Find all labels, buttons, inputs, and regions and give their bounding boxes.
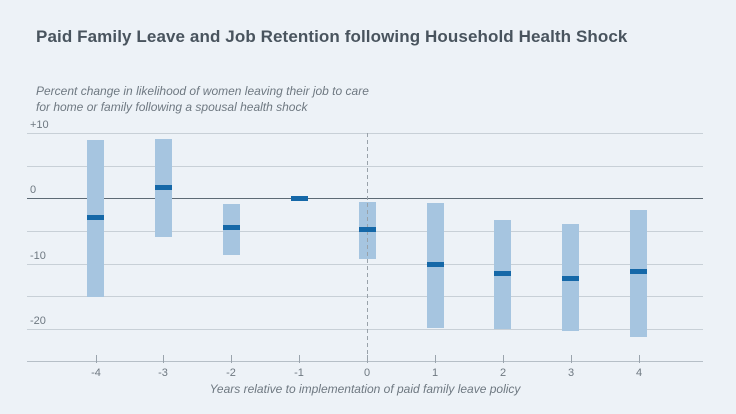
gridline xyxy=(27,264,703,265)
gridline xyxy=(27,296,703,297)
x-tick-label: -3 xyxy=(158,367,168,379)
y-tick-label: +10 xyxy=(30,119,49,131)
point-estimate-marker xyxy=(155,185,172,190)
plot-area: +10 0 -10 -20 -4 -3 -2 -1 0 1 2 3 4 xyxy=(27,119,703,379)
x-axis-line xyxy=(27,361,703,362)
x-axis-tick xyxy=(231,355,232,363)
chart-title: Paid Family Leave and Job Retention foll… xyxy=(36,27,628,46)
x-tick-label: -2 xyxy=(226,367,236,379)
x-axis-tick xyxy=(299,355,300,363)
x-axis-tick xyxy=(435,355,436,363)
x-axis-tick xyxy=(639,355,640,363)
point-estimate-marker xyxy=(427,262,444,267)
point-estimate-marker xyxy=(562,276,579,281)
point-estimate-marker xyxy=(223,225,240,230)
gridline xyxy=(27,329,703,330)
point-estimate-marker xyxy=(359,227,376,232)
point-estimate-marker xyxy=(87,215,104,220)
chart-subtitle-line-1: Percent change in likelihood of women le… xyxy=(36,84,369,98)
x-axis-tick xyxy=(96,355,97,363)
x-axis-tick xyxy=(163,355,164,363)
y-tick-label: -10 xyxy=(30,250,46,262)
policy-implementation-reference-line xyxy=(367,133,368,361)
x-tick-label: -1 xyxy=(294,367,304,379)
x-tick-label: 0 xyxy=(363,367,371,379)
x-tick-label: 2 xyxy=(499,367,507,379)
zero-gridline xyxy=(27,198,703,199)
y-tick-label: 0 xyxy=(30,184,37,196)
point-estimate-marker xyxy=(630,269,647,274)
chart-subtitle-line-2: for home or family following a spousal h… xyxy=(36,100,308,114)
x-axis-tick xyxy=(503,355,504,363)
point-estimate-marker xyxy=(291,196,308,201)
x-tick-label: -4 xyxy=(91,367,101,379)
x-axis-tick xyxy=(571,355,572,363)
x-tick-label: 3 xyxy=(567,367,575,379)
gridline xyxy=(27,166,703,167)
x-tick-label: 1 xyxy=(431,367,439,379)
gridline xyxy=(27,133,703,134)
x-tick-label: 4 xyxy=(635,367,643,379)
x-axis-caption: Years relative to implementation of paid… xyxy=(209,382,521,396)
y-tick-label: -20 xyxy=(30,315,46,327)
point-estimate-marker xyxy=(494,271,511,276)
chart-subtitle: Percent change in likelihood of women le… xyxy=(36,83,369,115)
